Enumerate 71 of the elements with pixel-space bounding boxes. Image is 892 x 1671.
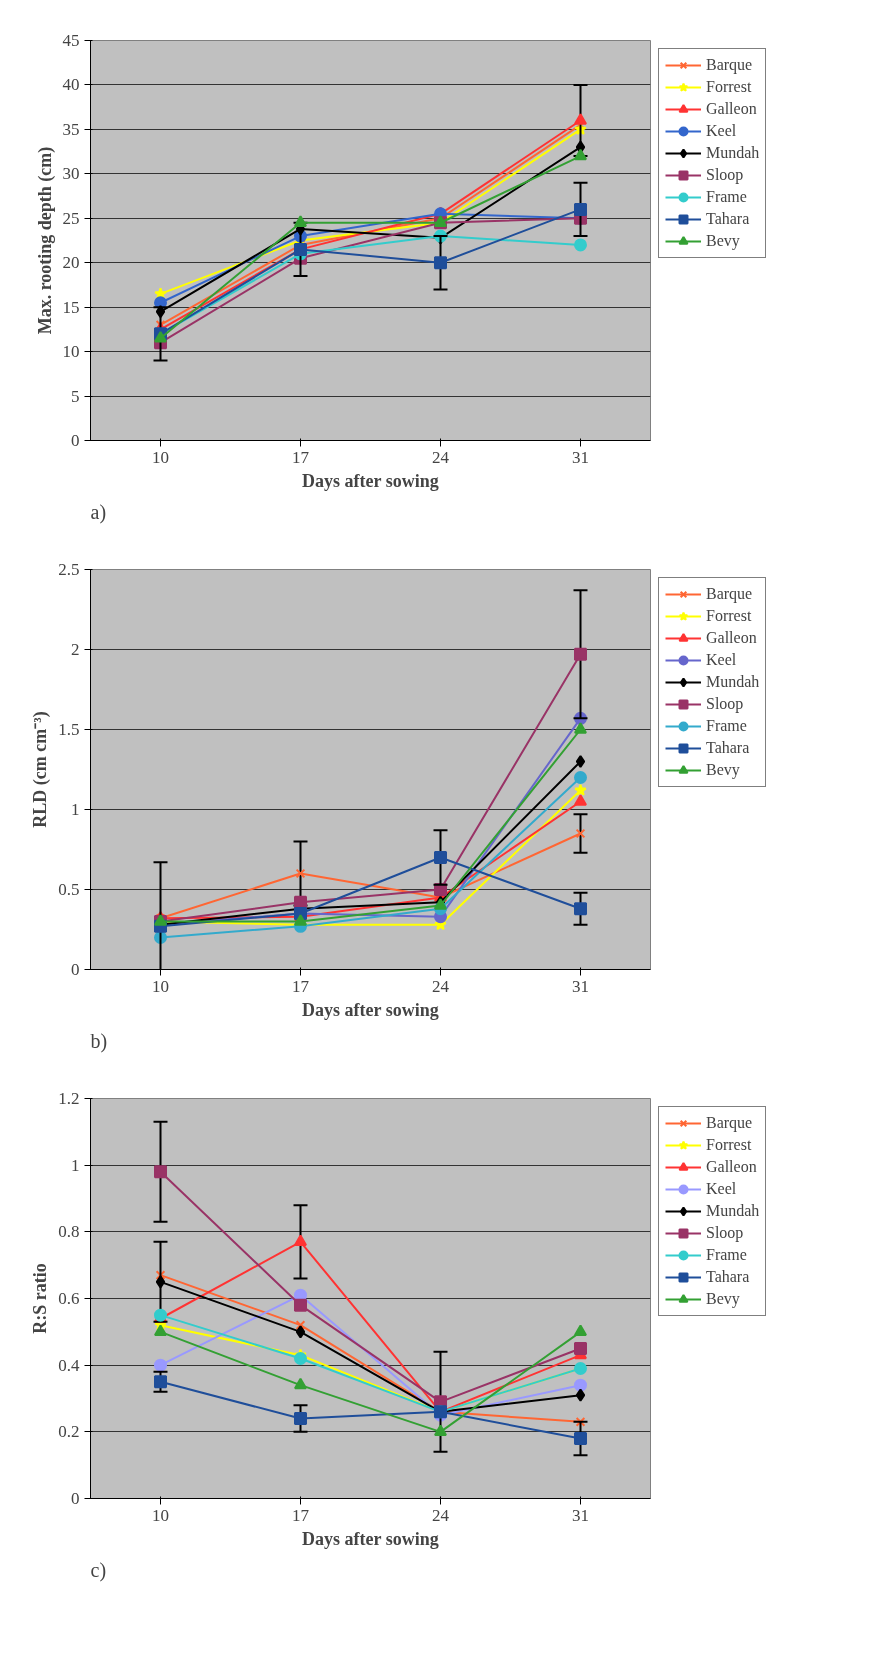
legend-label: Bevy	[706, 232, 740, 250]
legend-label: Sloop	[706, 166, 744, 184]
x-tick-label: 24	[432, 447, 450, 467]
legend-label: Tahara	[706, 1268, 750, 1286]
legend-label: Barque	[706, 56, 753, 74]
x-tick-label: 31	[572, 1505, 589, 1525]
y-tick-label: 15	[62, 297, 80, 317]
legend-label: Galleon	[706, 629, 757, 647]
text: c)	[90, 1558, 107, 1582]
legend-label: Tahara	[706, 739, 750, 757]
x-tick-label: 17	[292, 1505, 310, 1525]
y-tick-label: 45	[62, 31, 80, 50]
legend-label: Keel	[706, 1180, 737, 1198]
y-tick-label: 1.2	[58, 1089, 80, 1108]
text: a)	[90, 500, 107, 524]
y-tick-label: 0	[71, 431, 80, 450]
legend-label: Galleon	[706, 1158, 757, 1176]
legend-label: Forrest	[706, 78, 752, 96]
y-tick-label: 2.5	[58, 560, 80, 579]
legend-label: Sloop	[706, 695, 744, 713]
x-tick-label: 31	[572, 447, 589, 467]
y-tick-label: 5	[71, 386, 80, 406]
legend-label: Frame	[706, 717, 747, 735]
y-tick-label: 35	[62, 119, 80, 139]
y-tick-label: 1	[71, 1155, 80, 1175]
x-tick-label: 17	[292, 976, 310, 996]
y-tick-label: 20	[62, 253, 80, 273]
legend-label: Mundah	[706, 673, 760, 691]
x-tick-label: 24	[432, 976, 450, 996]
x-tick-label: 31	[572, 976, 589, 996]
x-tick-label: 10	[152, 976, 169, 996]
y-tick-label: 0.5	[58, 880, 80, 899]
legend-label: Keel	[706, 651, 737, 669]
legend-label: Bevy	[706, 1290, 740, 1308]
y-tick-label: 0.2	[58, 1422, 80, 1442]
x-axis-title: Days after sowing	[302, 999, 439, 1020]
y-tick-label: 40	[62, 75, 80, 95]
legend-label: Forrest	[706, 1136, 752, 1154]
y-axis-title: Max. rooting depth (cm)	[34, 146, 56, 335]
legend-label: Galleon	[706, 100, 757, 118]
y-tick-label: 0.4	[58, 1355, 80, 1375]
y-axis-title: RLD (cm cm⁻³)	[30, 711, 52, 828]
text: b)	[90, 1029, 108, 1053]
legend-label: Bevy	[706, 761, 740, 779]
x-tick-label: 17	[292, 447, 310, 467]
legend-label: Barque	[706, 585, 753, 603]
y-tick-label: 1.5	[58, 720, 80, 739]
legend-label: Mundah	[706, 144, 760, 162]
y-tick-label: 0.6	[58, 1289, 80, 1308]
y-axis-title: R:S ratio	[30, 1263, 51, 1334]
y-tick-label: 0.8	[58, 1222, 80, 1242]
legend-label: Frame	[706, 1246, 747, 1264]
x-axis-title: Days after sowing	[302, 470, 439, 491]
y-tick-label: 0	[71, 960, 80, 979]
legend-label: Frame	[706, 188, 747, 206]
legend-label: Barque	[706, 1114, 753, 1132]
x-axis-title: Days after sowing	[302, 1528, 439, 1549]
y-tick-label: 0	[71, 1489, 80, 1508]
y-tick-label: 30	[62, 164, 80, 184]
legend-label: Forrest	[706, 607, 752, 625]
x-tick-label: 10	[152, 447, 169, 467]
legend-label: Keel	[706, 122, 737, 140]
legend-label: Mundah	[706, 1202, 760, 1220]
y-tick-label: 1	[71, 800, 80, 819]
y-tick-label: 25	[62, 208, 80, 228]
legend-label: Tahara	[706, 210, 750, 228]
y-tick-label: 10	[62, 342, 80, 362]
y-tick-label: 2	[71, 640, 80, 659]
x-tick-label: 24	[432, 1505, 450, 1525]
x-tick-label: 10	[152, 1505, 169, 1525]
legend-label: Sloop	[706, 1224, 744, 1242]
